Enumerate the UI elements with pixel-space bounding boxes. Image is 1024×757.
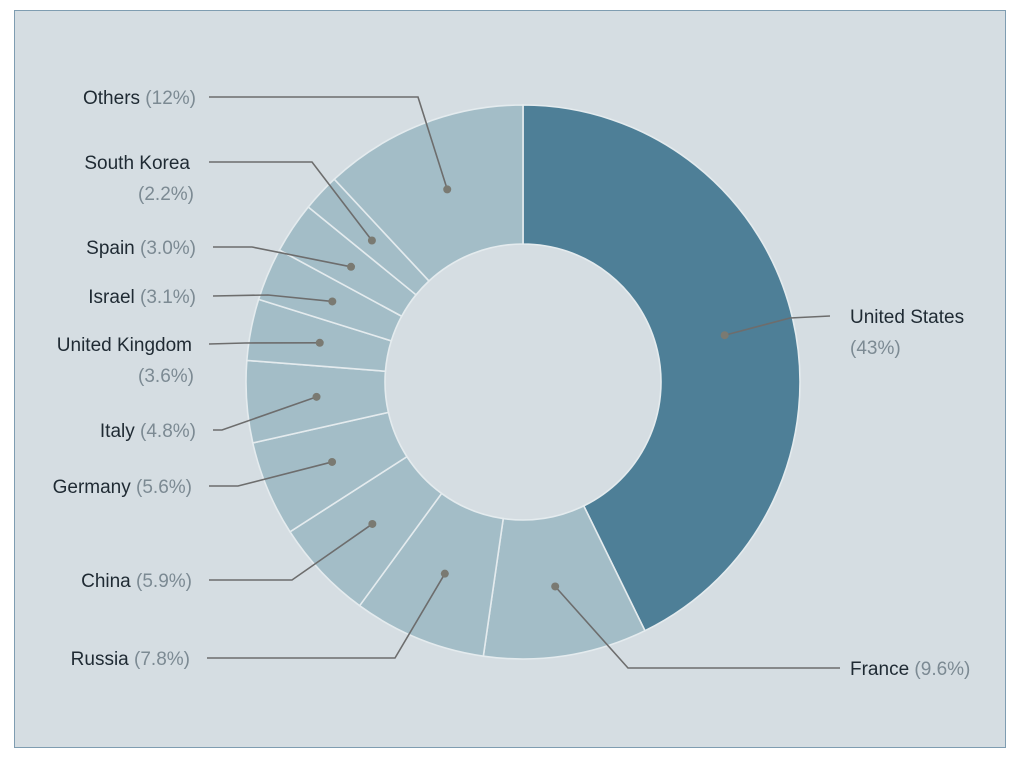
label-israel: Israel (3.1%) — [88, 287, 196, 308]
label-name-united-kingdom: United Kingdom — [57, 335, 192, 356]
label-name-united-states: United States — [850, 307, 964, 328]
label-name-germany: Germany — [53, 477, 132, 498]
label-pct-russia: (7.8%) — [129, 649, 190, 670]
label-united-states-line2: (43%) — [850, 338, 901, 359]
leader-dot-united-states — [720, 331, 729, 340]
leader-dot-italy — [312, 392, 321, 401]
leader-line-others — [209, 96, 448, 190]
label-united-kingdom: United Kingdom — [57, 335, 192, 356]
label-name-china: China — [81, 571, 131, 592]
label-pct-germany: (5.6%) — [131, 477, 192, 498]
label-russia: Russia (7.8%) — [71, 649, 190, 670]
leader-dot-china — [368, 519, 377, 528]
label-name-russia: Russia — [71, 649, 130, 670]
leader-dot-spain — [347, 262, 356, 271]
leader-line-russia — [207, 573, 446, 659]
leader-dot-russia — [440, 569, 449, 578]
label-china: China (5.9%) — [81, 571, 192, 592]
leader-line-france — [554, 585, 840, 669]
leader-line-israel — [212, 294, 333, 303]
label-name-others: Others — [83, 88, 140, 109]
leader-dot-israel — [328, 297, 337, 306]
label-pct-italy: (4.8%) — [135, 421, 196, 442]
label-france: France (9.6%) — [850, 659, 970, 680]
leader-dot-south-korea — [367, 236, 376, 245]
slice-united-states — [522, 104, 801, 632]
label-name-israel: Israel — [88, 287, 134, 308]
label-italy: Italy (4.8%) — [100, 421, 196, 442]
label-pct-united-states: (43%) — [850, 338, 901, 359]
label-name-spain: Spain — [86, 238, 135, 259]
label-name-south-korea: South Korea — [84, 153, 190, 174]
leader-dot-united-kingdom — [315, 338, 324, 347]
leader-line-germany — [209, 461, 333, 487]
label-pct-spain: (3.0%) — [135, 238, 196, 259]
leader-line-spain — [213, 246, 352, 268]
label-pct-china: (5.9%) — [131, 571, 192, 592]
label-germany: Germany (5.6%) — [53, 477, 192, 498]
label-others: Others (12%) — [83, 88, 196, 109]
slice-group — [245, 104, 801, 660]
leader-dot-germany — [328, 457, 337, 466]
label-pct-france: (9.6%) — [909, 659, 970, 680]
label-spain: Spain (3.0%) — [86, 238, 196, 259]
label-group: United States (43%) France (9.6%) Russia (7… — [53, 88, 971, 680]
leader-line-group — [207, 96, 840, 669]
label-name-france: France — [850, 659, 909, 680]
leader-line-china — [209, 523, 373, 581]
label-united-states: United States — [850, 307, 964, 328]
leader-line-united-kingdom — [208, 342, 320, 345]
slice-others — [333, 104, 524, 283]
leader-line-south-korea — [209, 161, 373, 241]
label-name-italy: Italy — [100, 421, 135, 442]
label-south-korea: South Korea — [84, 153, 190, 174]
leader-line-italy — [213, 396, 317, 431]
leader-dot-others — [443, 185, 452, 194]
label-south-korea-line2: (2.2%) — [138, 184, 194, 205]
leader-dot-france — [551, 582, 560, 591]
label-pct-others: (12%) — [140, 88, 196, 109]
leader-line-united-states — [724, 315, 831, 336]
label-pct-israel: (3.1%) — [135, 287, 196, 308]
label-pct-united-kingdom: (3.6%) — [138, 366, 194, 387]
label-united-kingdom-line2: (3.6%) — [138, 366, 194, 387]
label-pct-south-korea: (2.2%) — [138, 184, 194, 205]
